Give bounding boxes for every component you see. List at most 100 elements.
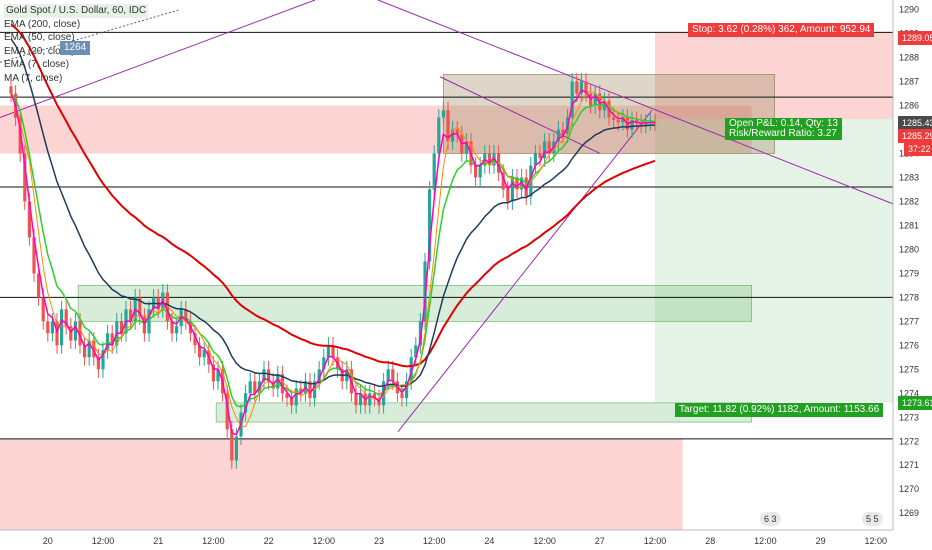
candle-body-132 xyxy=(616,119,620,123)
candle-body-59 xyxy=(280,374,284,394)
legend-value-badge: 1264 xyxy=(60,41,91,55)
candle-body-52 xyxy=(248,381,252,394)
candle-body-78 xyxy=(368,393,372,406)
candle-body-127 xyxy=(593,93,597,106)
candle-body-9 xyxy=(50,321,54,334)
candle-body-35 xyxy=(170,321,174,334)
x-tick-label-6: 23 xyxy=(374,536,384,546)
candle-body-61 xyxy=(290,398,294,406)
price-badge-stop: 1289.05 xyxy=(898,31,932,45)
pnl-box[interactable]: Open P&L: 0.14, Qty: 13 Risk/Reward Rati… xyxy=(725,118,842,140)
x-tick-label-15: 12:00 xyxy=(865,536,888,546)
x-tick-label-8: 24 xyxy=(484,536,494,546)
y-tick-label-13: 1282 xyxy=(899,196,919,206)
event-badge-1[interactable]: 6 3 xyxy=(760,512,781,526)
x-tick-label-13: 12:00 xyxy=(754,536,777,546)
candle-body-63 xyxy=(299,388,303,394)
candle-body-133 xyxy=(621,117,625,123)
chart-title: Gold Spot / U.S. Dollar, 60, IDC xyxy=(4,4,149,18)
y-tick-label-2: 1271 xyxy=(899,460,919,470)
candle-body-11 xyxy=(60,309,64,346)
candle-body-44 xyxy=(211,364,215,382)
candle-body-0 xyxy=(9,86,13,94)
y-tick-label-5: 1274 xyxy=(899,388,919,398)
candle-body-123 xyxy=(575,81,579,94)
indicator-legend: Gold Spot / U.S. Dollar, 60, IDC EMA (20… xyxy=(4,4,149,85)
candle-body-55 xyxy=(262,369,266,382)
candle-body-99 xyxy=(464,141,468,154)
candle-body-20 xyxy=(101,350,105,370)
candle-body-12 xyxy=(64,309,68,327)
legend-ema200: EMA (200, close) xyxy=(4,18,81,30)
candle-body-76 xyxy=(359,393,363,406)
candle-body-69 xyxy=(326,345,330,358)
ema7-line xyxy=(10,89,655,436)
y-tick-label-17: 1286 xyxy=(899,101,919,111)
candle-body-81 xyxy=(382,381,386,406)
x-tick-label-1: 12:00 xyxy=(92,536,115,546)
y-tick-label-9: 1278 xyxy=(899,292,919,302)
candle-body-82 xyxy=(386,369,390,382)
target-label[interactable]: Target: 11.82 (0.92%) 1182, Amount: 1153… xyxy=(675,403,884,417)
legend-ma7: MA (7, close) xyxy=(4,72,63,84)
dotted-line xyxy=(0,9,181,63)
candle-body-6 xyxy=(37,273,41,298)
candle-body-21 xyxy=(106,333,110,351)
price-badge-entry: 1285.43 xyxy=(898,116,932,130)
risk-reward-label: Risk/Reward Ratio: 3.27 xyxy=(729,128,837,139)
x-tick-label-14: 29 xyxy=(816,536,826,546)
ema20-line xyxy=(10,93,656,408)
candle-body-41 xyxy=(198,345,202,358)
candle-body-107 xyxy=(501,172,505,190)
y-tick-label-14: 1283 xyxy=(899,172,919,182)
candle-body-129 xyxy=(602,100,606,111)
candle-body-101 xyxy=(474,165,478,178)
candle-body-83 xyxy=(391,369,395,382)
candle-body-13 xyxy=(69,326,73,341)
x-tick-label-3: 12:00 xyxy=(202,536,225,546)
candle-body-90 xyxy=(423,261,427,322)
candle-body-79 xyxy=(372,393,376,399)
y-tick-label-11: 1280 xyxy=(899,244,919,254)
zone-green-2 xyxy=(77,284,753,322)
stop-label[interactable]: Stop: 3.62 (0.28%) 362, Amount: 952.94 xyxy=(688,23,875,37)
candle-body-119 xyxy=(556,129,560,142)
x-tick-label-7: 12:00 xyxy=(423,536,446,546)
candle-body-109 xyxy=(510,177,514,202)
candle-body-5 xyxy=(32,237,36,274)
candle-body-17 xyxy=(87,340,91,358)
candle-body-111 xyxy=(520,177,524,190)
candle-body-135 xyxy=(630,119,634,130)
candle-body-104 xyxy=(487,153,491,166)
candle-body-89 xyxy=(418,321,422,346)
candle-body-70 xyxy=(331,345,335,358)
y-tick-label-1: 1270 xyxy=(899,484,919,494)
candle-body-86 xyxy=(405,381,409,399)
candle-body-93 xyxy=(437,117,441,154)
candle-body-65 xyxy=(308,381,312,399)
candle-body-36 xyxy=(175,326,179,334)
candle-body-53 xyxy=(253,381,257,394)
candle-body-42 xyxy=(202,350,206,358)
candle-body-94 xyxy=(441,110,445,118)
countdown-badge: 37:22 xyxy=(904,142,932,156)
y-tick-label-6: 1275 xyxy=(899,364,919,374)
candle-body-88 xyxy=(414,345,418,358)
candle-body-14 xyxy=(73,321,77,341)
y-tick-label-12: 1281 xyxy=(899,220,919,230)
candle-body-22 xyxy=(110,333,114,346)
candle-body-96 xyxy=(451,129,455,142)
event-badge-2[interactable]: 5 5 xyxy=(862,512,883,526)
candle-body-3 xyxy=(23,153,27,202)
candle-body-136 xyxy=(635,119,639,123)
candle-body-92 xyxy=(432,153,436,190)
candle-body-85 xyxy=(400,393,404,399)
candle-body-45 xyxy=(216,369,220,382)
candle-body-120 xyxy=(561,129,565,135)
candle-body-30 xyxy=(147,309,151,334)
candle-body-49 xyxy=(234,436,238,461)
candle-body-108 xyxy=(506,189,510,202)
candle-body-114 xyxy=(533,153,537,166)
candle-body-110 xyxy=(515,177,519,190)
